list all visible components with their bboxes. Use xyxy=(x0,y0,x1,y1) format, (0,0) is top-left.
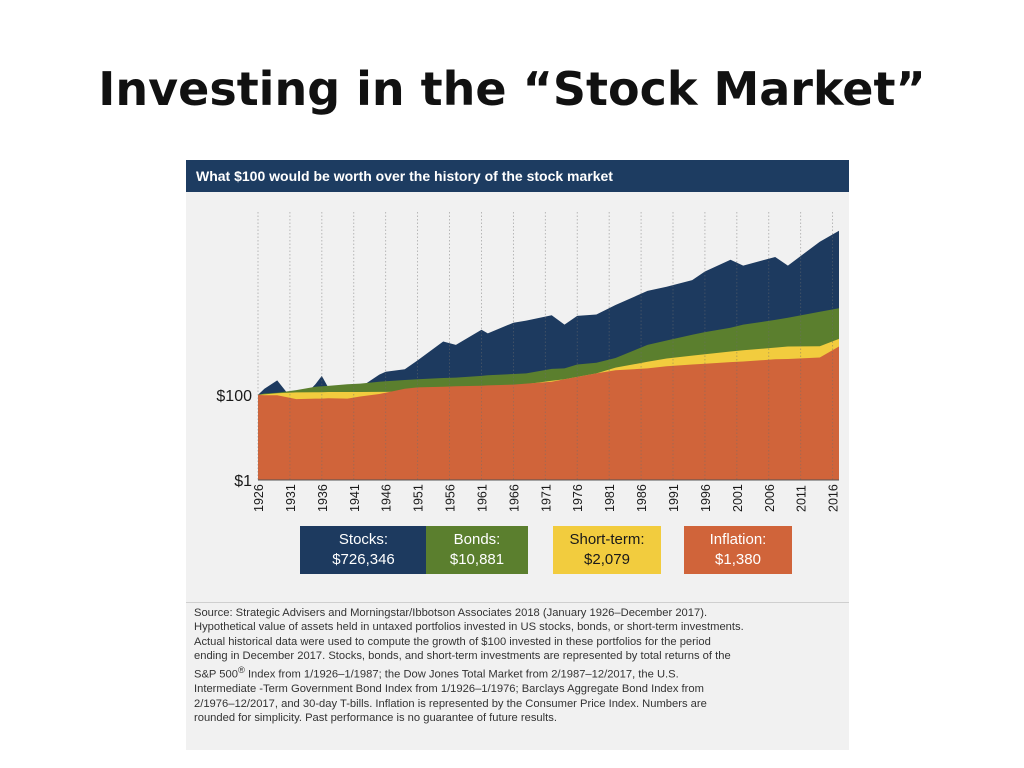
legend-inflation: Inflation: $1,380 xyxy=(684,526,792,574)
source-line: rounded for simplicity. Past performance… xyxy=(194,711,557,724)
series-inflation-area xyxy=(258,346,839,480)
legend-stocks: Stocks: $726,346 xyxy=(300,526,427,574)
x-tick-label: 1981 xyxy=(603,484,617,512)
x-tick-label: 2006 xyxy=(763,484,777,512)
x-tick-label: 1946 xyxy=(380,484,394,512)
x-tick-label: 1926 xyxy=(252,484,266,512)
x-tick-label: 2016 xyxy=(827,484,841,512)
source-line: Actual historical data were used to comp… xyxy=(194,635,711,648)
x-tick-label: 2011 xyxy=(795,485,809,512)
registered-mark: ® xyxy=(237,665,245,676)
x-tick-label: 1956 xyxy=(444,484,458,512)
y-tick-label: $1 xyxy=(234,473,252,490)
legend-inflation-value: $1,380 xyxy=(715,551,761,568)
x-tick-label: 1931 xyxy=(284,484,298,512)
chart-panel: What $100 would be worth over the histor… xyxy=(186,160,849,750)
legend-bonds-value: $10,881 xyxy=(449,551,505,568)
legend-stocks-label: Stocks: xyxy=(338,531,389,548)
chart-title: What $100 would be worth over the histor… xyxy=(186,160,849,192)
x-tick-label: 1966 xyxy=(507,484,521,512)
legend-inflation-label: Inflation: xyxy=(709,531,767,548)
divider xyxy=(186,602,849,603)
y-tick-label: $100 xyxy=(216,388,252,405)
x-tick-label: 1976 xyxy=(571,484,585,512)
x-tick-label: 1936 xyxy=(316,484,330,512)
source-line: Source: Strategic Advisers and Morningst… xyxy=(194,607,708,619)
x-tick-label: 1961 xyxy=(475,484,489,512)
x-tick-label: 1951 xyxy=(412,484,426,512)
x-tick-label: 1986 xyxy=(635,484,649,512)
legend-stocks-value: $726,346 xyxy=(332,551,395,568)
x-tick-label: 1941 xyxy=(348,484,362,512)
x-tick-label: 1991 xyxy=(667,484,681,512)
legend-bonds: Bonds: $10,881 xyxy=(426,526,528,574)
legend-short-term-label: Short-term: xyxy=(569,531,645,548)
slide-title: Investing in the “Stock Market” xyxy=(98,62,926,116)
legend-bonds-label: Bonds: xyxy=(453,531,501,548)
source-line: 2/1976–12/2017, and 30-day T-bills. Infl… xyxy=(194,697,707,710)
source-line: Index from 1/1926–1/1987; the Dow Jones … xyxy=(244,668,679,681)
x-tick-label: 2001 xyxy=(731,484,745,512)
source-note: Source: Strategic Advisers and Morningst… xyxy=(194,606,844,725)
source-line: S&P 500 xyxy=(194,668,238,681)
legend-short-term-value: $2,079 xyxy=(584,551,630,568)
source-line: ending in December 2017. Stocks, bonds, … xyxy=(194,649,731,662)
source-line: Intermediate -Term Government Bond Index… xyxy=(194,683,704,696)
source-line: Hypothetical value of assets held in unt… xyxy=(194,621,744,634)
legend-short-term: Short-term: $2,079 xyxy=(553,526,661,574)
x-tick-label: 1996 xyxy=(699,484,713,512)
x-tick-label: 1971 xyxy=(539,484,553,512)
